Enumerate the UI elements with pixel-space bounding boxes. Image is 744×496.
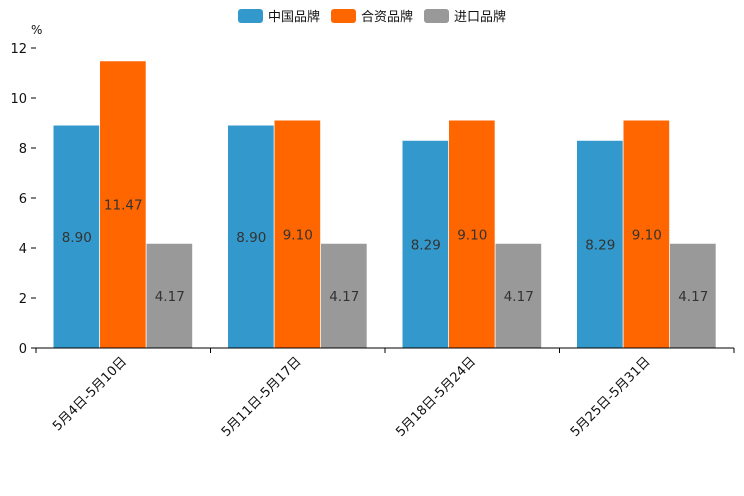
bar bbox=[402, 140, 449, 348]
bar-value-label: 4.17 bbox=[155, 289, 185, 305]
bar-value-label: 11.47 bbox=[104, 198, 143, 214]
y-tick-label: 6 bbox=[19, 192, 27, 207]
bar-value-label: 9.10 bbox=[457, 227, 487, 243]
bar bbox=[228, 125, 274, 348]
bar-value-label: 9.10 bbox=[283, 227, 313, 243]
legend-label: 进口品牌 bbox=[454, 9, 506, 25]
y-tick-label: 2 bbox=[19, 292, 27, 307]
bar-value-label: 8.29 bbox=[585, 237, 615, 253]
bar bbox=[449, 120, 495, 348]
bars: 8.90 11.47 4.17 8.90 9.10 4.17 8.29 9.10 4.17 8.2… bbox=[53, 61, 716, 348]
y-tick-label: 10 bbox=[10, 92, 27, 107]
y-axis-unit-label: % bbox=[31, 23, 42, 37]
bar bbox=[321, 243, 367, 348]
bar-value-label: 4.17 bbox=[678, 289, 708, 305]
bar-value-label: 8.90 bbox=[62, 230, 92, 246]
bar-value-label: 8.90 bbox=[236, 230, 266, 246]
y-axis: 0 2 4 6 8 10 12 bbox=[10, 42, 36, 357]
bar bbox=[495, 243, 542, 348]
bar-value-label: 4.17 bbox=[329, 289, 359, 305]
bar bbox=[100, 61, 146, 348]
bar-value-label: 8.29 bbox=[411, 237, 441, 253]
y-tick-label: 4 bbox=[19, 242, 27, 257]
x-category-label: 5月25日-5月31日 bbox=[568, 354, 654, 440]
x-axis: 5月4日-5月10日 5月11日-5月17日 5月18日-5月24日 5月25日-5月… bbox=[35, 347, 735, 440]
x-category-label: 5月18日-5月24日 bbox=[393, 354, 479, 440]
legend-swatch bbox=[331, 9, 356, 23]
y-tick-label: 8 bbox=[19, 142, 27, 157]
bar bbox=[146, 243, 193, 348]
bar-value-label: 9.10 bbox=[632, 227, 662, 243]
legend-label: 合资品牌 bbox=[361, 9, 413, 25]
bar bbox=[53, 125, 100, 348]
bar bbox=[670, 243, 716, 348]
bar bbox=[623, 120, 670, 348]
x-category-label: 5月4日-5月10日 bbox=[50, 354, 130, 434]
bar bbox=[274, 120, 321, 348]
bar-value-label: 4.17 bbox=[504, 289, 534, 305]
legend-swatch bbox=[238, 9, 263, 23]
x-category-label: 5月11日-5月17日 bbox=[219, 354, 305, 440]
bar bbox=[577, 140, 623, 348]
legend-label: 中国品牌 bbox=[268, 9, 320, 25]
legend-swatch bbox=[424, 9, 449, 23]
y-tick-label: 12 bbox=[10, 42, 27, 57]
y-tick-label: 0 bbox=[19, 342, 27, 357]
legend: 中国品牌 合资品牌 进口品牌 bbox=[238, 9, 506, 25]
